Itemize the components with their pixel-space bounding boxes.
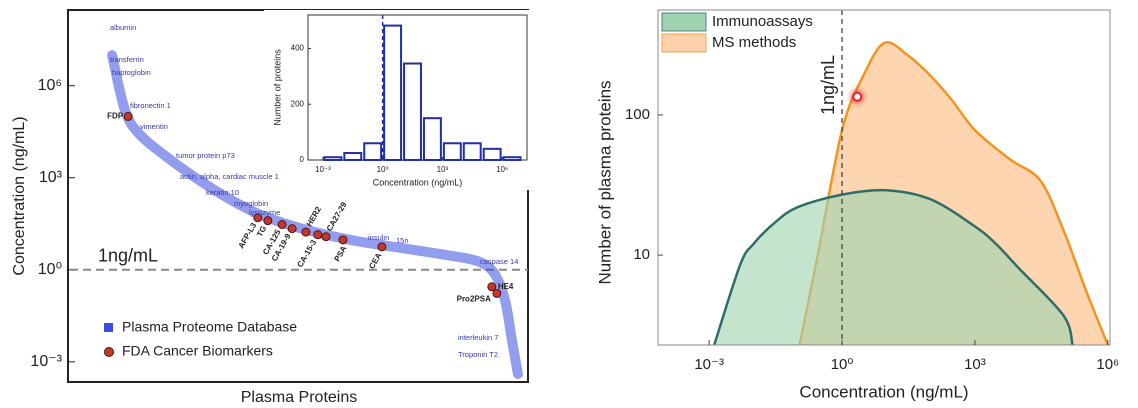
annotation: lysozyme (249, 208, 280, 217)
x-tick-label: 10³ (964, 356, 986, 373)
annotation: vimentin (140, 122, 168, 131)
legend-swatch (661, 33, 707, 53)
x-tick-label: 10⁻³ (315, 165, 331, 174)
histogram-bar (422, 117, 442, 162)
annotation: insulin (368, 233, 389, 242)
biomarker-point (287, 224, 297, 234)
biomarker-point (321, 232, 331, 242)
y-tick-label: 200 (291, 99, 305, 108)
legend-label: Immunoassays (712, 13, 813, 30)
area-line (713, 188, 1074, 345)
y-tick-label: 100 (625, 106, 650, 123)
biomarker-label: Pro2PSA (457, 295, 491, 304)
annotation: myoglobin (234, 199, 268, 208)
annotation: fibronectin 1 (130, 101, 171, 110)
x-tick-label: 10⁰ (831, 356, 854, 373)
x-tick-label: 10³ (437, 165, 449, 174)
annotation: actin, alpha, cardiac muscle 1 (180, 172, 279, 181)
histogram-bar (403, 62, 422, 161)
annotation: Troponin T2 (458, 350, 498, 359)
annotation: interleukin 7 (458, 333, 498, 342)
reference-label: 1ng/mL (818, 55, 838, 115)
legend-label: MS methods (712, 34, 796, 51)
y-tick-label: 10⁶ (38, 77, 62, 94)
x-tick-label: 10⁶ (496, 165, 508, 174)
area-fill (714, 190, 1073, 345)
legend-swatch (104, 323, 113, 332)
annotation: haptoglobin (112, 68, 151, 77)
area-line (798, 40, 1109, 345)
plot-area (713, 40, 1109, 345)
annotation: 15n (396, 236, 409, 245)
x-axis-label: Concentration (ng/mL) (373, 177, 463, 187)
biomarker-point (301, 227, 311, 237)
annotation: tumor protein p73 (176, 151, 235, 160)
y-tick-label: 0 (300, 155, 305, 164)
legend-label: Plasma Proteome Database (122, 319, 297, 335)
x-tick-label: 10⁶ (1096, 356, 1119, 373)
biomarker-point (253, 213, 263, 223)
y-tick-label: 400 (291, 44, 305, 53)
y-axis-label: Number of plasma proteins (595, 80, 614, 284)
annotation: albumin (110, 23, 136, 32)
biomarker-point (492, 288, 502, 298)
biomarker-point (277, 219, 287, 229)
annotation: transferrin (110, 55, 144, 64)
histogram-bar (462, 142, 482, 161)
biomarker-point (123, 111, 133, 121)
legend-label: FDA Cancer Biomarkers (122, 343, 273, 359)
y-tick-label: 10³ (39, 169, 63, 186)
biomarker-point (338, 235, 348, 245)
histogram-bar (363, 142, 383, 161)
biomarker-point (263, 216, 273, 226)
y-axis-label: Concentration (ng/mL) (11, 116, 28, 275)
legend-swatch (104, 347, 114, 357)
x-axis-label: Plasma Proteins (241, 389, 358, 406)
x-axis-label: Concentration (ng/mL) (799, 382, 968, 401)
histogram-bar (343, 152, 363, 161)
plot-frame (657, 9, 1111, 346)
biomarker-label: FDP (107, 112, 124, 121)
y-axis-label: Number of proteins (272, 49, 282, 126)
y-tick-label: 10 (633, 246, 650, 263)
histogram-bar (383, 24, 403, 161)
annotation: caspase 14 (480, 257, 518, 266)
biomarker-point (313, 230, 323, 240)
x-tick-label: 10⁰ (377, 165, 389, 174)
legend-swatch (661, 12, 707, 32)
biomarker-point (377, 242, 387, 252)
y-tick-label: 10⁰ (38, 261, 62, 278)
histogram-bar (442, 142, 462, 161)
x-tick-label: 10⁻³ (694, 356, 724, 373)
histogram-bar (502, 156, 522, 161)
y-tick-label: 10⁻³ (30, 353, 62, 370)
histogram-bar (482, 147, 502, 162)
reference-label: 1ng/mL (98, 246, 158, 266)
highlight-point (852, 91, 863, 102)
histogram-bar (323, 156, 343, 161)
biomarker-point (487, 282, 497, 292)
biomarker-label: HE4 (498, 282, 514, 291)
protein-annotations: albumin transferrin haptoglobin fibronec… (110, 23, 518, 359)
annotation: keratin 10 (206, 188, 239, 197)
